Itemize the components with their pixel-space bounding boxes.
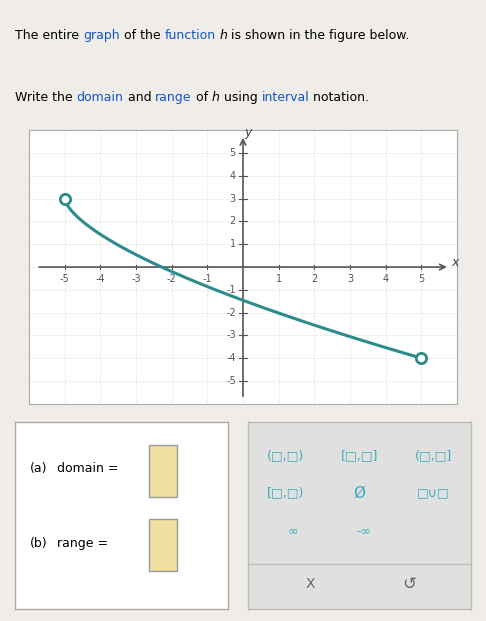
Text: h: h	[212, 91, 220, 104]
Text: 1: 1	[276, 274, 282, 284]
Text: 4: 4	[382, 274, 389, 284]
Text: -1: -1	[203, 274, 212, 284]
Text: -5: -5	[60, 274, 69, 284]
Text: y: y	[244, 126, 252, 139]
Text: (a): (a)	[30, 463, 47, 475]
Text: (□,□]: (□,□]	[415, 450, 452, 462]
Text: ∞: ∞	[287, 524, 298, 537]
Text: -4: -4	[96, 274, 105, 284]
Point	[417, 353, 425, 363]
Text: and: and	[123, 91, 155, 104]
Text: of the: of the	[120, 29, 164, 42]
Text: function: function	[164, 29, 215, 42]
Text: notation.: notation.	[309, 91, 369, 104]
Text: graph: graph	[83, 29, 120, 42]
Text: interval: interval	[261, 91, 309, 104]
Text: x: x	[451, 256, 459, 269]
Text: 2: 2	[311, 274, 317, 284]
Text: Ø: Ø	[354, 486, 365, 501]
Text: 2: 2	[229, 217, 236, 227]
Text: 5: 5	[229, 148, 236, 158]
Text: -2: -2	[226, 307, 236, 317]
Text: (□,□): (□,□)	[267, 450, 305, 462]
Text: [□,□]: [□,□]	[341, 450, 378, 462]
Point	[61, 194, 69, 204]
Text: using: using	[220, 91, 261, 104]
Text: The entire: The entire	[15, 29, 83, 42]
Text: of: of	[191, 91, 212, 104]
Text: -3: -3	[131, 274, 141, 284]
Text: (b): (b)	[30, 537, 47, 550]
Text: -1: -1	[226, 285, 236, 295]
FancyBboxPatch shape	[149, 519, 177, 571]
Text: 1: 1	[230, 239, 236, 249]
Text: X: X	[306, 578, 315, 591]
Text: ↺: ↺	[402, 576, 416, 593]
Text: domain =: domain =	[57, 463, 123, 475]
Text: -4: -4	[226, 353, 236, 363]
Text: range =: range =	[57, 537, 112, 550]
FancyBboxPatch shape	[149, 445, 177, 497]
Text: is shown in the figure below.: is shown in the figure below.	[227, 29, 410, 42]
Text: range: range	[155, 91, 191, 104]
Text: domain: domain	[77, 91, 123, 104]
Text: Write the: Write the	[15, 91, 77, 104]
Text: 4: 4	[230, 171, 236, 181]
Text: [□,□): [□,□)	[267, 487, 305, 499]
Text: □∪□: □∪□	[417, 487, 450, 499]
Text: -3: -3	[226, 330, 236, 340]
Text: -2: -2	[167, 274, 176, 284]
Text: -5: -5	[226, 376, 236, 386]
Text: h: h	[219, 29, 227, 42]
Text: 5: 5	[418, 274, 424, 284]
Text: 3: 3	[347, 274, 353, 284]
Text: -∞: -∞	[357, 524, 372, 537]
Text: 3: 3	[230, 194, 236, 204]
